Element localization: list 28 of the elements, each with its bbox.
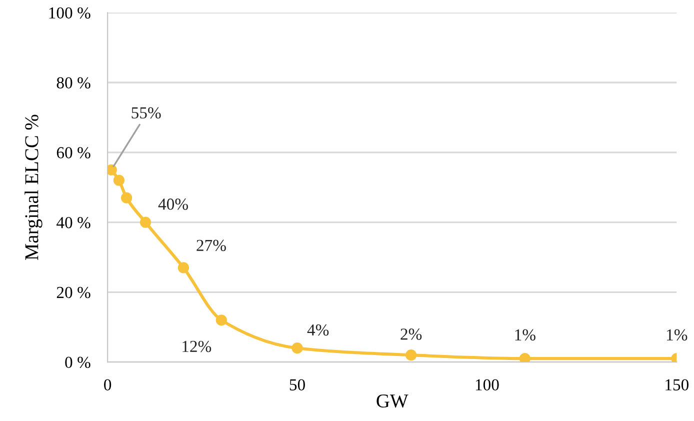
data-label: 2% [400,328,422,340]
x-tick-label: 150 [666,379,689,390]
point [120,192,132,204]
y-tick-label: 100 % [49,7,90,19]
y-axis-title: Marginal ELCC % [24,114,42,260]
point [292,342,303,354]
data-label: 1% [515,329,536,341]
data-label: 4% [307,324,329,336]
point [140,216,152,228]
y-tick-label: 40 % [56,216,90,228]
point [406,350,417,361]
x-tick-label: 100 [476,379,499,390]
y-tick-label: 0 % [65,356,90,368]
x-tick-label: 50 [290,379,305,390]
data-label: 40% [158,198,188,210]
y-tick-label: 80 % [56,77,90,89]
point [113,174,125,186]
x-tick-label: 0 [104,379,112,390]
data-label: 55% [132,107,161,119]
data-label: 27% [196,240,226,252]
point [216,314,227,326]
data-label: 1% [667,329,688,341]
y-tick-label: 20 % [56,286,90,298]
point [519,353,530,362]
y-tick-label: 60 % [56,147,90,158]
data-label: 12% [182,340,212,352]
x-axis-title: GW [376,394,408,408]
point [178,262,190,274]
